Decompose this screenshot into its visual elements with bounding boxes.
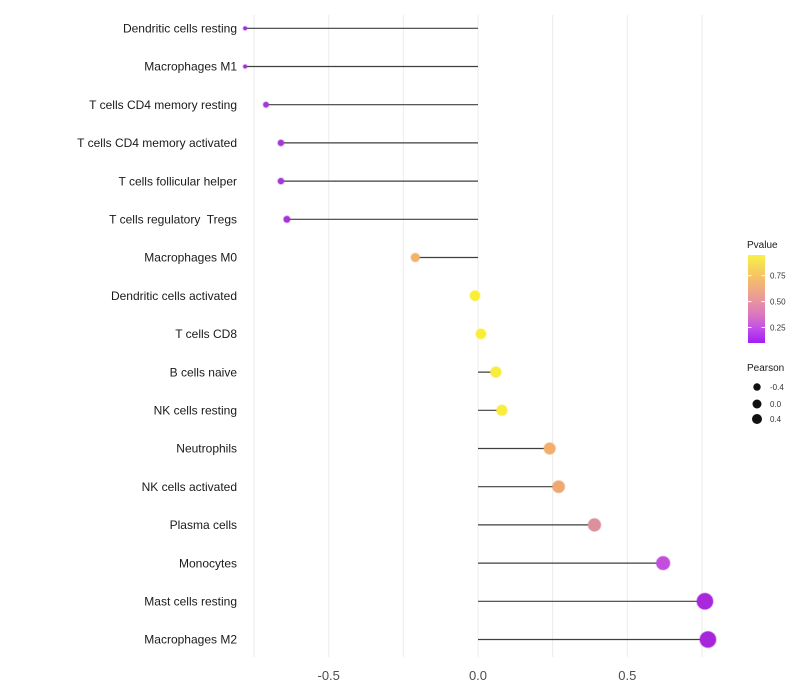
category-label: Monocytes xyxy=(179,556,237,570)
category-label: Neutrophils xyxy=(176,442,237,456)
lollipop-dot xyxy=(699,630,717,649)
pearson-legend-title: Pearson xyxy=(747,363,784,374)
category-label: NK cells activated xyxy=(142,480,237,494)
lollipop-dot xyxy=(469,289,481,302)
x-tick-label: -0.5 xyxy=(317,668,339,683)
lollipop-dot xyxy=(489,366,503,379)
category-label: T cells CD4 memory resting xyxy=(89,98,237,112)
category-label: Dendritic cells activated xyxy=(111,289,237,303)
pvalue-legend-tick-label: 0.25 xyxy=(770,323,786,332)
lollipop-dot xyxy=(495,404,508,417)
lollipop-dot xyxy=(543,441,557,455)
x-tick-label: 0.0 xyxy=(469,668,487,683)
lollipop-dot xyxy=(475,328,487,340)
category-label: T cells CD4 memory activated xyxy=(77,136,237,150)
pvalue-legend-tick-label: 0.50 xyxy=(770,298,786,307)
category-label: Macrophages M2 xyxy=(144,633,237,647)
lollipop-dot xyxy=(277,177,285,185)
pearson-legend-label: 0.4 xyxy=(770,415,782,424)
category-label: B cells naive xyxy=(170,365,238,379)
category-label: T cells follicular helper xyxy=(119,174,238,188)
category-label: Plasma cells xyxy=(170,518,237,532)
pvalue-gradient-bar xyxy=(748,255,765,343)
pearson-legend-dot xyxy=(752,399,762,409)
category-label: Dendritic cells resting xyxy=(123,22,237,36)
category-label: T cells CD8 xyxy=(175,327,237,341)
lollipop-dot xyxy=(277,139,285,147)
category-label: Mast cells resting xyxy=(144,595,237,609)
lollipop-dot xyxy=(410,252,421,263)
lollipop-dot xyxy=(551,479,566,494)
category-label: NK cells resting xyxy=(154,404,237,418)
category-label: Macrophages M0 xyxy=(144,251,237,265)
pvalue-legend-title: Pvalue xyxy=(747,240,778,251)
lollipop-dot xyxy=(655,555,671,571)
lollipop-dot xyxy=(696,592,714,611)
pearson-legend-dot xyxy=(753,383,761,391)
pearson-legend-label: -0.4 xyxy=(770,383,784,392)
category-label: Macrophages M1 xyxy=(144,60,237,74)
x-tick-label: 0.5 xyxy=(618,668,636,683)
pearson-legend-label: 0.0 xyxy=(770,400,782,409)
lollipop-dot xyxy=(242,25,248,31)
lollipop-dot xyxy=(242,63,248,70)
pvalue-legend-tick-label: 0.75 xyxy=(770,272,786,281)
lollipop-dot xyxy=(262,101,270,109)
lollipop-dot xyxy=(587,517,602,533)
category-label: T cells regulatory Tregs xyxy=(109,213,237,227)
pearson-legend-dot xyxy=(752,414,762,424)
lollipop-dot xyxy=(282,215,291,224)
